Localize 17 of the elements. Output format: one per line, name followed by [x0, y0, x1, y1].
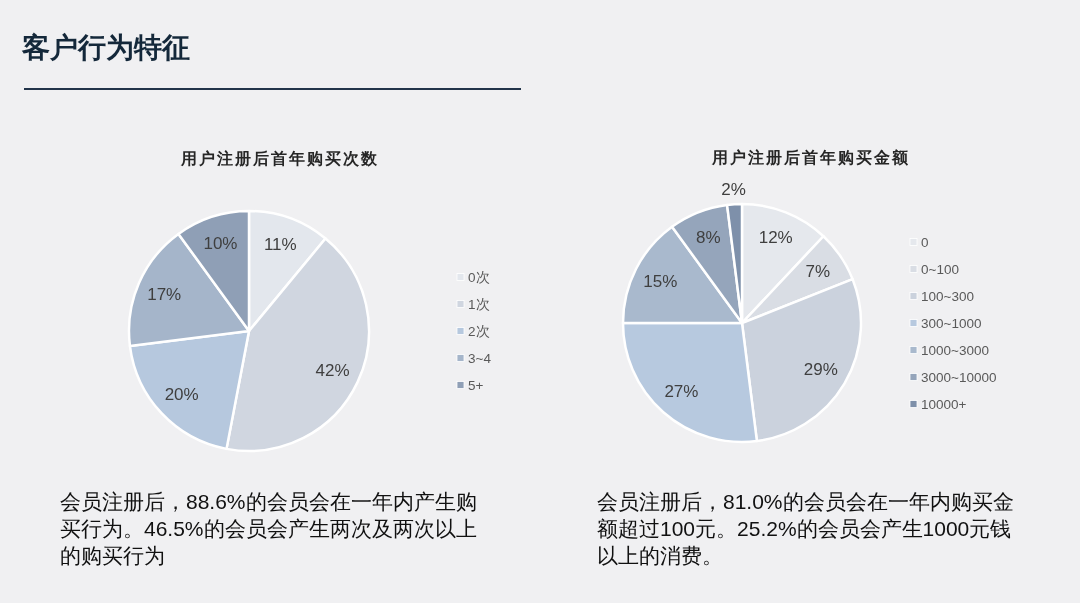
legend-label: 0次: [468, 269, 490, 285]
caption: 会员注册后，81.0%的会员会在一年内购买金额超过100元。25.2%的会员会产生1000元钱以上的消费。: [597, 489, 1015, 569]
legend-label: 1000~3000: [921, 342, 989, 358]
chart-title: 用户注册后首年购买次数: [181, 149, 379, 167]
legend-label: 10000+: [921, 396, 967, 412]
legend-label: 2次: [468, 323, 490, 339]
legend-label: 5+: [468, 377, 484, 393]
caption: 会员注册后，88.6%的会员会在一年内产生购买行为。46.5%的会员会产生两次及两次以上的购买行为: [60, 489, 478, 569]
legend-label: 3~4: [468, 350, 491, 366]
legend-label: 1次: [468, 296, 490, 312]
legend-label: 0: [921, 234, 929, 250]
legend-label: 300~1000: [921, 315, 982, 331]
legend-label: 100~300: [921, 288, 974, 304]
chart-title: 用户注册后首年购买金额: [712, 148, 910, 166]
page-heading: 客户行为特征: [22, 31, 190, 65]
legend-label: 0~100: [921, 261, 959, 277]
legend-label: 3000~10000: [921, 369, 997, 385]
